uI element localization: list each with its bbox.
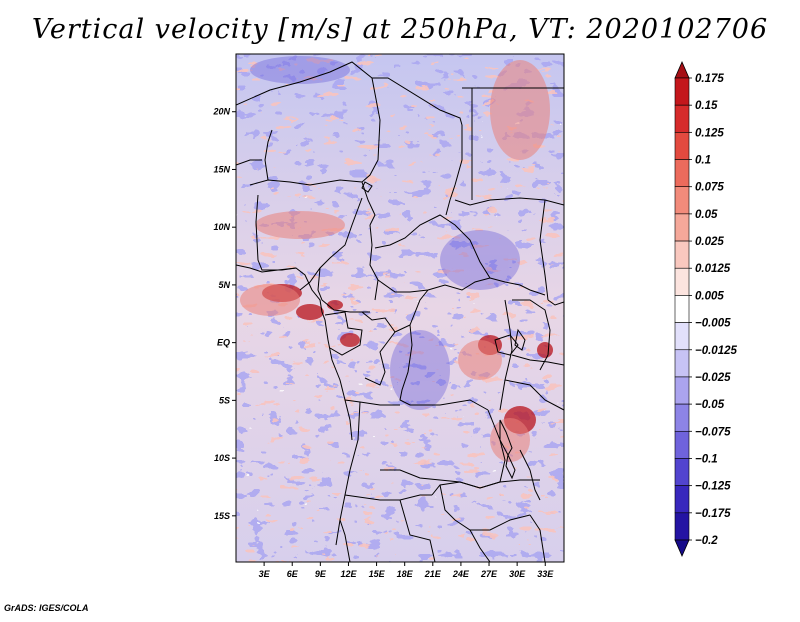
colorbar-swatch	[674, 376, 690, 405]
map-title: Vertical velocity [m/s] at 250hPa, VT: 2…	[31, 14, 769, 45]
colorbar-label: −0.1	[695, 453, 718, 465]
colorbar-swatch	[674, 267, 690, 296]
colorbar-label: 0.0125	[695, 263, 731, 275]
colorbar-max-arrow	[674, 61, 690, 79]
colorbar-label: 0.175	[695, 73, 724, 85]
grads-credit: GrADS: IGES/COLA	[4, 603, 89, 613]
colorbar-label: −0.025	[695, 372, 731, 384]
colorbar-swatch	[674, 403, 690, 432]
latitude-axis: 20N 15N 10N 5N EQ 5S 10S 15S	[212, 107, 236, 521]
lon-label: 33E	[537, 569, 554, 579]
colorbar-swatch	[674, 295, 690, 323]
lat-label: 15S	[214, 511, 230, 521]
colorbar-swatch	[674, 430, 690, 459]
colorbar-swatch	[674, 186, 690, 215]
colorbar-swatch	[674, 349, 690, 378]
colorbar-swatch	[674, 213, 690, 242]
lon-label: 18E	[397, 569, 414, 579]
map-frame	[235, 53, 565, 563]
colorbar: 0.175 0.15 0.125 0.1 0.075 0.05 0.025 0.0125 0.0…	[674, 61, 737, 557]
lon-label: 30E	[509, 569, 526, 579]
colorbar-label: −0.0125	[695, 345, 737, 357]
colorbar-swatch	[674, 240, 690, 269]
lon-label: 6E	[287, 569, 299, 579]
colorbar-swatch	[674, 322, 690, 351]
colorbar-label: −0.2	[695, 535, 718, 547]
lon-label: 27E	[480, 569, 498, 579]
colorbar-label: −0.175	[695, 508, 731, 520]
colorbar-swatch	[674, 132, 690, 160]
colorbar-swatch	[674, 458, 690, 486]
colorbar-swatch	[674, 159, 690, 188]
colorbar-label: 0.1	[695, 155, 711, 167]
lat-label: 5S	[219, 395, 230, 405]
colorbar-label: 0.05	[695, 209, 718, 221]
longitude-axis: 3E 6E 9E 12E 15E 18E 21E 24E 27E 30E 33E	[259, 562, 554, 579]
colorbar-label: −0.005	[695, 318, 731, 330]
colorbar-label: 0.075	[695, 182, 724, 194]
lon-label: 9E	[315, 569, 327, 579]
lat-label: 20N	[212, 107, 230, 117]
colorbar-label: 0.125	[695, 127, 724, 139]
colorbar-label: −0.05	[695, 399, 725, 411]
lon-label: 24E	[452, 569, 470, 579]
colorbar-swatch	[674, 485, 690, 514]
velocity-field	[236, 54, 564, 562]
colorbar-label: −0.075	[695, 426, 731, 438]
colorbar-min-arrow	[674, 539, 690, 557]
lon-label: 12E	[340, 569, 357, 579]
lon-label: 3E	[259, 569, 271, 579]
colorbar-label: 0.025	[695, 236, 724, 248]
lat-label: 5N	[218, 280, 230, 290]
colorbar-swatch	[674, 512, 690, 541]
colorbar-label: 0.005	[695, 290, 724, 302]
lon-label: 21E	[424, 569, 442, 579]
colorbar-label: −0.125	[695, 481, 731, 493]
lat-label: 15N	[213, 164, 230, 174]
lat-label: EQ	[217, 338, 230, 348]
country-borders	[236, 61, 564, 562]
lat-label: 10N	[213, 222, 230, 232]
lat-label: 10S	[214, 453, 230, 463]
lon-label: 15E	[369, 569, 386, 579]
colorbar-label: 0.15	[695, 100, 718, 112]
colorbar-swatch	[674, 104, 690, 133]
colorbar-swatch	[674, 77, 690, 106]
